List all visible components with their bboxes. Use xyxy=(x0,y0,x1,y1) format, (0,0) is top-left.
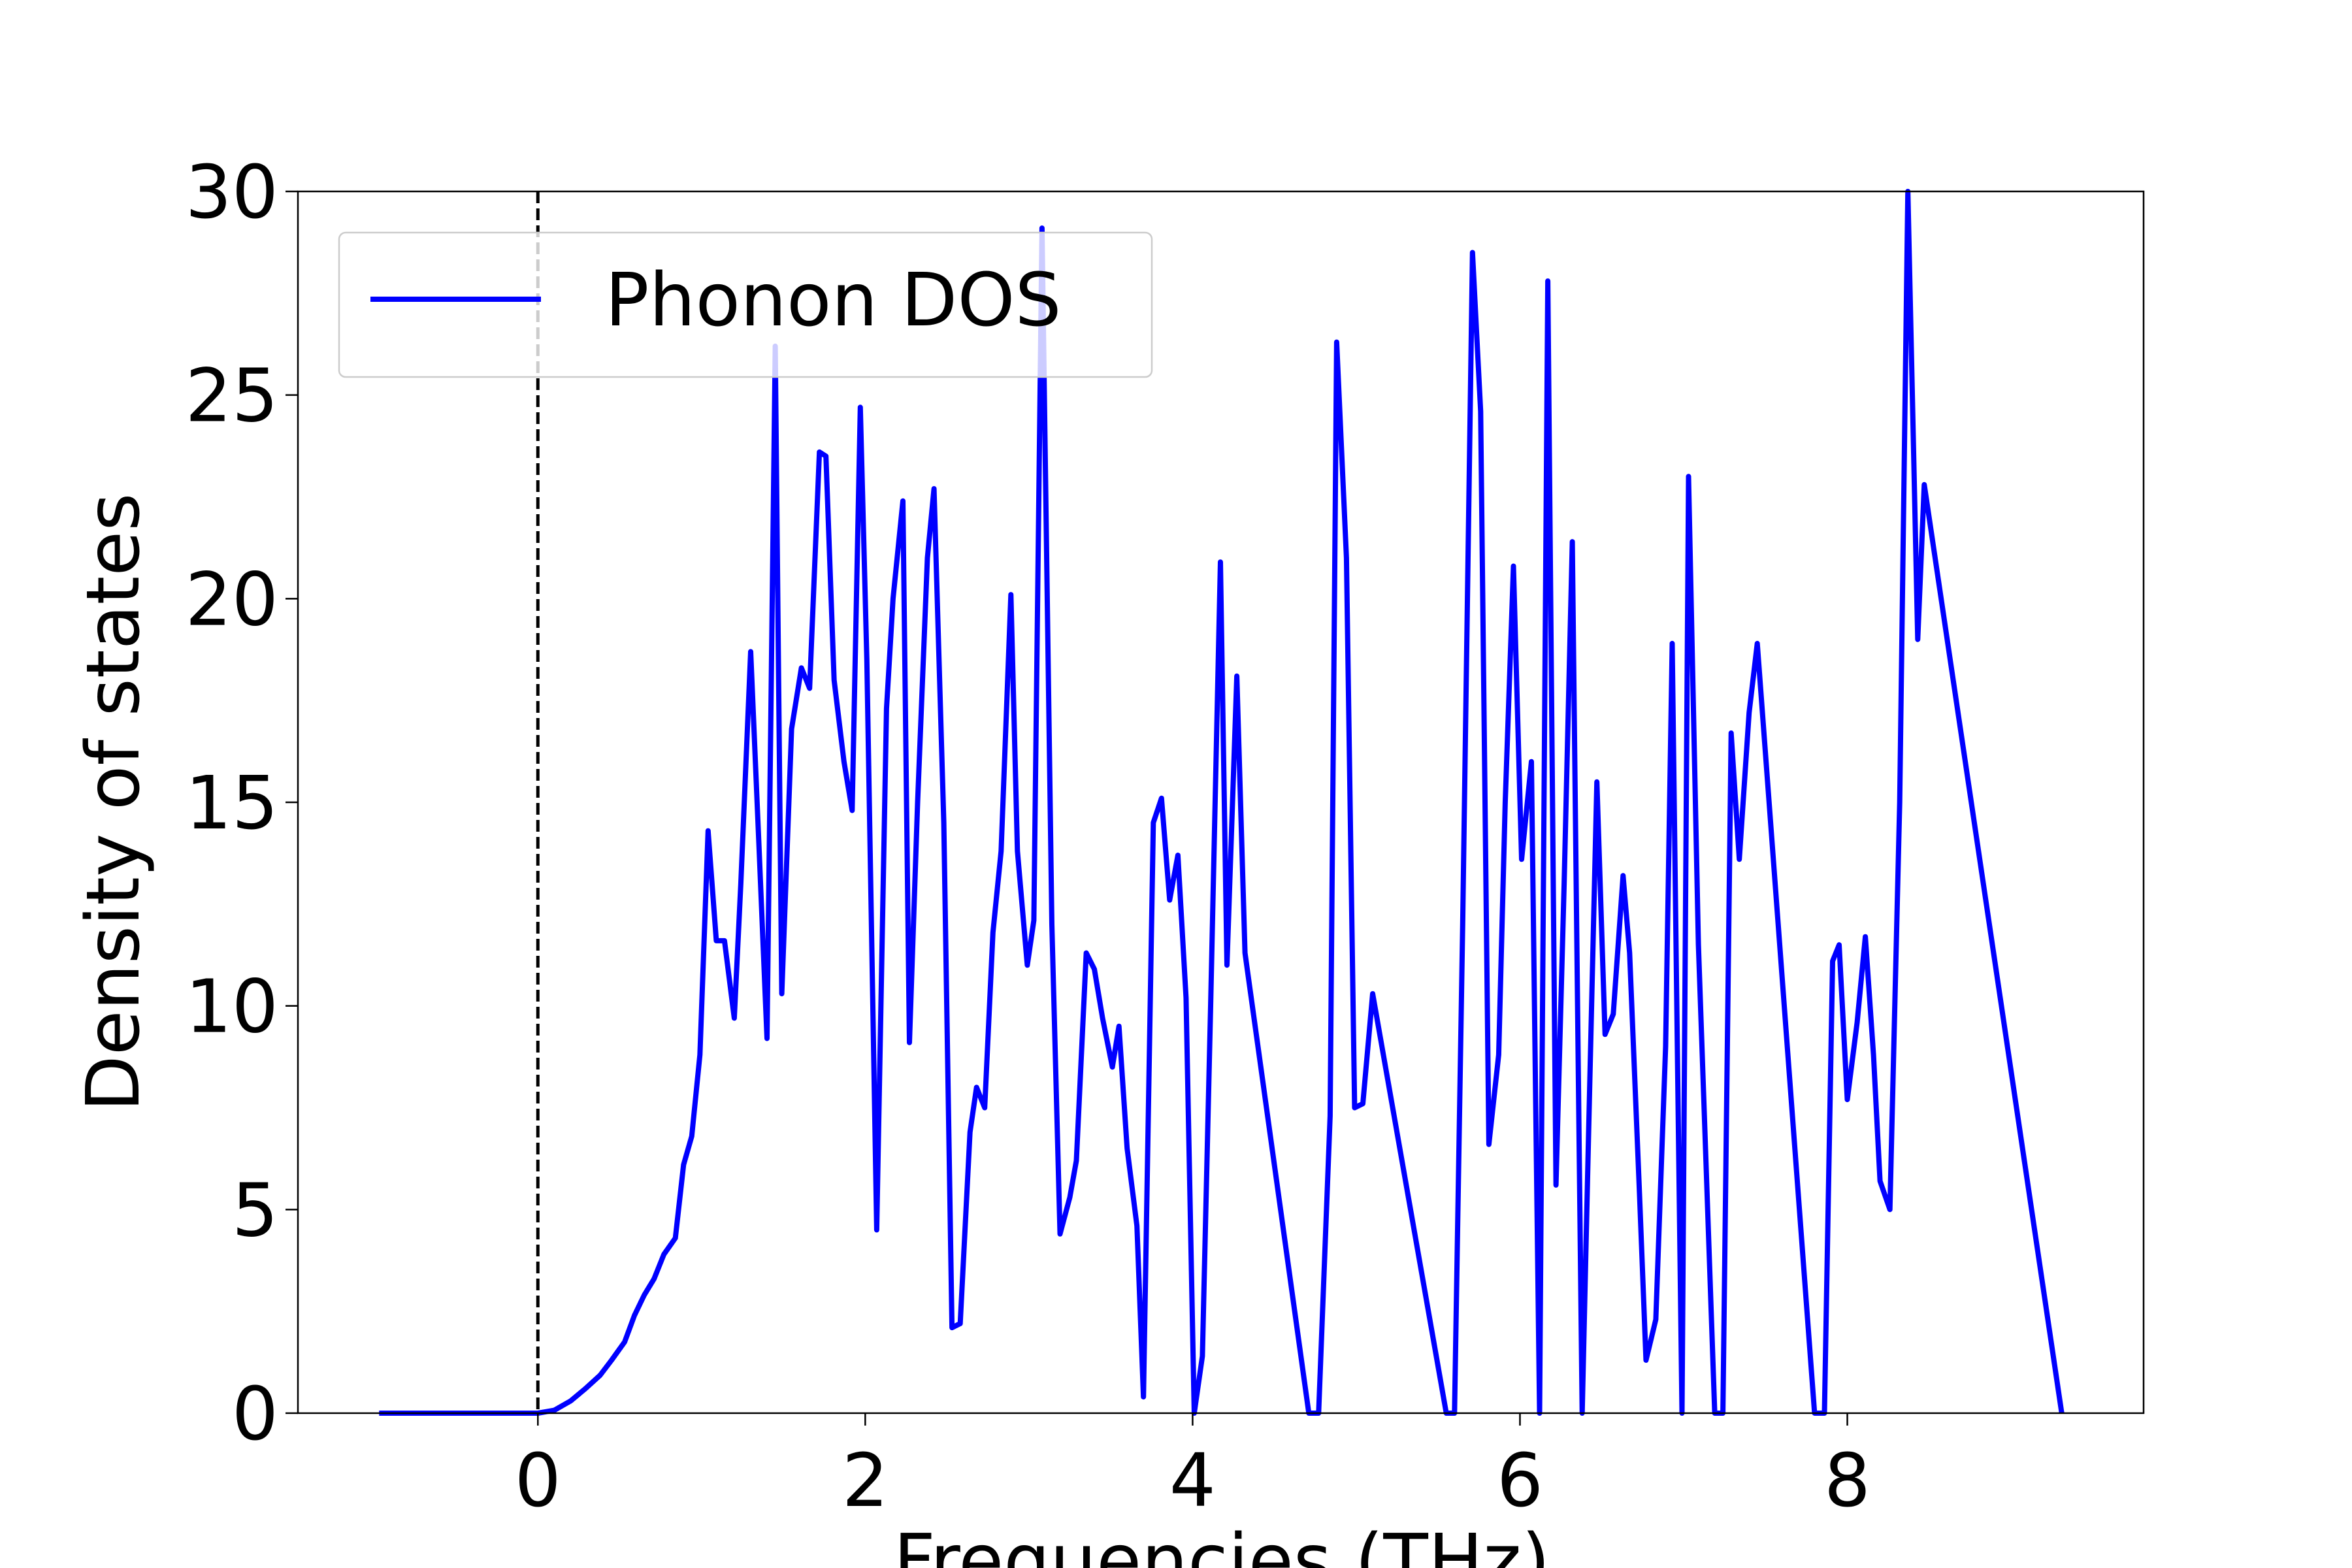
y-tick-label: 30 xyxy=(185,150,278,235)
y-tick-label: 25 xyxy=(185,354,278,439)
legend-label: Phonon DOS xyxy=(605,258,1062,343)
legend-box xyxy=(338,231,1153,378)
y-tick-label: 15 xyxy=(185,761,278,846)
y-tick-label: 20 xyxy=(185,557,278,642)
y-tick-label: 10 xyxy=(185,965,278,1050)
x-axis-label: Frequencies (THz) xyxy=(893,1519,1550,1568)
data-line xyxy=(379,189,2065,1416)
y-axis-label: Density of states xyxy=(71,493,156,1111)
y-tick-label: 0 xyxy=(232,1372,278,1457)
x-tick-label: 2 xyxy=(842,1439,889,1524)
axes-frame xyxy=(297,190,2145,1414)
x-tick-label: 4 xyxy=(1169,1439,1216,1524)
x-tick-label: 0 xyxy=(515,1439,561,1524)
plot-area xyxy=(379,189,2065,1416)
x-tick-label: 6 xyxy=(1497,1439,1543,1524)
x-tick-label: 8 xyxy=(1824,1439,1870,1524)
y-tick-label: 5 xyxy=(232,1168,278,1253)
